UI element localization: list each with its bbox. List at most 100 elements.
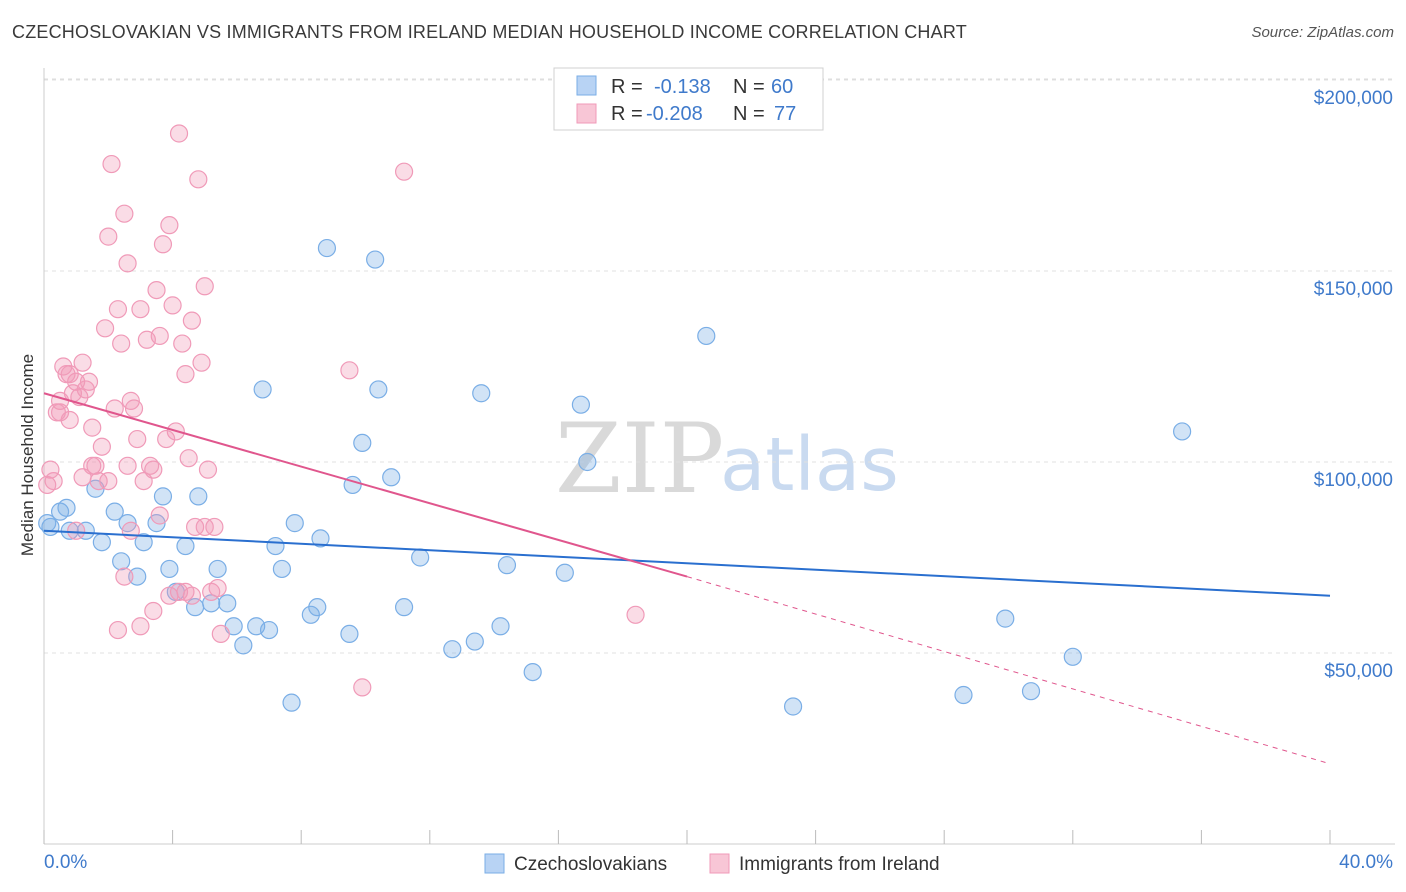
point-czechoslovakians-53: [783, 697, 803, 716]
point-immigrants-ireland-26: [124, 399, 144, 418]
point-czechoslovakians-59: [38, 514, 57, 533]
point-czechoslovakians-10: [128, 567, 147, 586]
legend-r-label-2: R =: [611, 103, 643, 125]
legend-r-value-1: -0.138: [654, 76, 711, 98]
point-czechoslovakians-55: [996, 609, 1015, 628]
point-czechoslovakians-4: [76, 521, 95, 540]
point-czechoslovakians-38: [366, 250, 385, 269]
point-czechoslovakians-46: [491, 617, 510, 636]
y-tick-label-2: $150,000: [1314, 279, 1393, 300]
point-czechoslovakians-32: [308, 598, 327, 617]
trend-line-immigrants-ireland-extension: [686, 576, 1331, 765]
point-czechoslovakians-18: [189, 487, 208, 506]
point-czechoslovakians-44: [465, 632, 484, 651]
point-immigrants-ireland-21: [108, 300, 128, 319]
legend-r-label-1: R =: [611, 76, 643, 98]
point-czechoslovakians-14: [160, 559, 179, 579]
point-czechoslovakians-28: [272, 559, 292, 579]
legend-swatch-immigrants-ireland: [576, 103, 597, 124]
point-czechoslovakians-52: [697, 326, 716, 346]
point-immigrants-ireland-74: [118, 456, 137, 475]
point-immigrants-ireland-65: [195, 517, 214, 537]
watermark: ZIP atlas: [555, 403, 899, 515]
point-immigrants-ireland-40: [169, 124, 189, 143]
point-immigrants-ireland-59: [108, 620, 128, 640]
point-czechoslovakians-11: [134, 533, 153, 552]
point-immigrants-ireland-70: [38, 475, 57, 495]
point-immigrants-ireland-57: [115, 567, 134, 586]
point-czechoslovakians-39: [369, 380, 388, 399]
point-immigrants-ireland-54: [67, 521, 86, 540]
trend-lines: [43, 392, 1331, 765]
point-immigrants-ireland-49: [198, 460, 218, 479]
series-legend-swatch-immigrants-ireland: [709, 853, 730, 874]
point-czechoslovakians-41: [394, 598, 414, 617]
y-tick-label-1: $100,000: [1314, 470, 1393, 491]
series-legend-label-czechoslovakians: Czechoslovakians: [514, 854, 667, 875]
point-immigrants-ireland-32: [144, 460, 163, 479]
watermark-zip: ZIP: [555, 403, 724, 515]
point-czechoslovakians-27: [266, 536, 285, 556]
point-immigrants-ireland-71: [50, 403, 70, 422]
point-czechoslovakians-31: [301, 605, 320, 624]
legend-swatch-czechoslovakians: [576, 75, 597, 96]
point-immigrants-ireland-38: [163, 296, 182, 315]
point-czechoslovakians-30: [285, 514, 304, 533]
stats-legend-box: [553, 67, 824, 131]
legend-n-value-2: 77: [774, 103, 796, 125]
gridlines: [44, 78, 1395, 654]
series-legend-label-immigrants-ireland: Immigrants from Ireland: [739, 854, 940, 875]
point-czechoslovakians-40: [382, 468, 401, 487]
point-czechoslovakians-6: [92, 533, 111, 552]
trend-line-czechoslovakians: [43, 529, 1331, 597]
y-tick-label-3: $200,000: [1314, 88, 1393, 109]
point-immigrants-ireland-75: [83, 456, 102, 475]
point-czechoslovakians-8: [112, 552, 131, 571]
y-tick-label-0: $50,000: [1324, 661, 1393, 682]
point-czechoslovakians-33: [311, 529, 330, 548]
point-czechoslovakians-25: [253, 380, 272, 399]
point-immigrants-ireland-48: [195, 277, 214, 296]
point-czechoslovakians-21: [218, 594, 237, 613]
series-legend: Czechoslovakians Immigrants from Ireland: [484, 853, 940, 875]
point-immigrants-ireland-24: [118, 254, 137, 273]
point-czechoslovakians-29: [282, 693, 301, 712]
legend-r-value-2: -0.208: [646, 103, 703, 125]
point-czechoslovakians-45: [472, 384, 491, 403]
point-immigrants-ireland-8: [67, 372, 86, 391]
point-immigrants-ireland-17: [95, 319, 115, 338]
point-immigrants-ireland-34: [150, 326, 169, 346]
point-immigrants-ireland-19: [102, 154, 121, 174]
point-czechoslovakians-26: [259, 620, 279, 640]
x-tick-label-min: 0.0%: [44, 852, 87, 873]
point-immigrants-ireland-18: [99, 227, 118, 246]
point-czechoslovakians-47: [497, 556, 517, 575]
point-immigrants-ireland-13: [83, 418, 102, 437]
point-immigrants-ireland-42: [176, 365, 195, 384]
legend-n-value-1: 60: [771, 76, 793, 98]
point-czechoslovakians-35: [340, 624, 359, 644]
point-immigrants-ireland-73: [160, 586, 179, 605]
point-immigrants-ireland-47: [192, 353, 211, 372]
point-immigrants-ireland-6: [60, 410, 79, 430]
point-immigrants-ireland-33: [147, 281, 166, 300]
point-immigrants-ireland-28: [131, 300, 150, 319]
point-czechoslovakians-34: [317, 238, 337, 258]
point-czechoslovakians-56: [1021, 682, 1041, 701]
point-immigrants-ireland-56: [99, 472, 118, 491]
point-immigrants-ireland-44: [182, 311, 201, 330]
point-immigrants-ireland-12: [79, 372, 99, 391]
point-czechoslovakians-16: [176, 536, 195, 556]
point-immigrants-ireland-35: [153, 235, 173, 254]
x-axis: [43, 68, 1395, 845]
chart-title: CZECHOSLOVAKIAN VS IMMIGRANTS FROM IRELA…: [12, 22, 967, 42]
point-immigrants-ireland-22: [112, 334, 131, 353]
point-immigrants-ireland-62: [150, 506, 169, 525]
point-czechoslovakians-51: [578, 452, 597, 472]
point-immigrants-ireland-60: [131, 617, 150, 636]
x-tick-label-max: 40.0%: [1339, 852, 1393, 873]
point-immigrants-ireland-76: [176, 582, 195, 601]
legend-n-label-1: N =: [733, 76, 765, 98]
point-czechoslovakians-50: [571, 395, 591, 414]
